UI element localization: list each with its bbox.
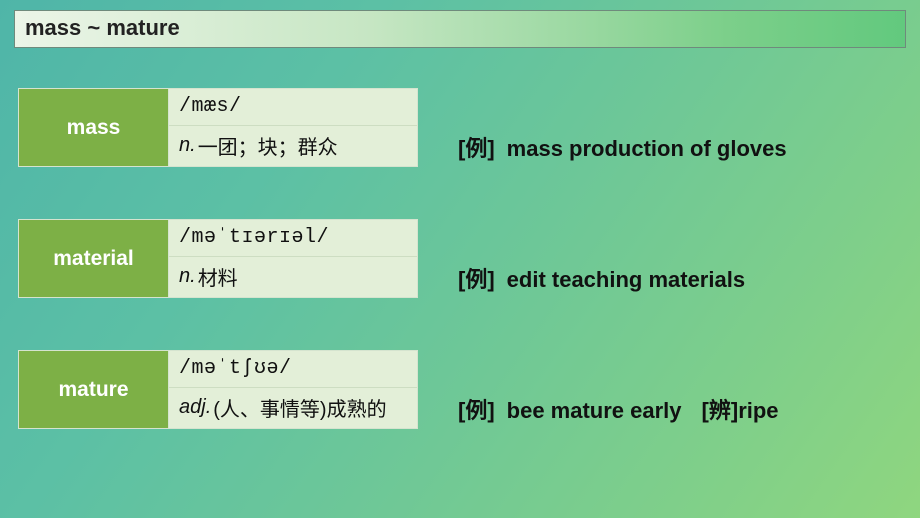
extra-tag: [辨] — [702, 398, 739, 423]
example-text: mass production of gloves — [507, 136, 787, 161]
defs: /məˈtɪərɪəl/ n.材料 — [169, 220, 417, 297]
word-cell: mass — [19, 89, 169, 166]
ipa-cell: /məˈtɪərɪəl/ — [169, 220, 417, 256]
word-cell: material — [19, 220, 169, 297]
word-table: material /məˈtɪərɪəl/ n.材料 — [18, 219, 418, 298]
example-tag: [例] — [458, 136, 495, 161]
example-block: [例] mass production of gloves — [458, 131, 787, 167]
defs: /məˈtʃʊə/ adj.(人、事情等)成熟的 — [169, 351, 417, 428]
example-text: bee mature early — [507, 398, 682, 423]
word-table: mass /mæs/ n.一团；块；群众 — [18, 88, 418, 167]
ipa-cell: /məˈtʃʊə/ — [169, 351, 417, 387]
example-text: edit teaching materials — [507, 267, 745, 292]
word-table: mature /məˈtʃʊə/ adj.(人、事情等)成熟的 — [18, 350, 418, 429]
part-of-speech: n. — [179, 134, 196, 157]
example-tag: [例] — [458, 398, 495, 423]
example-block: [例] bee mature early [辨]ripe — [458, 393, 779, 429]
defs: /mæs/ n.一团；块；群众 — [169, 89, 417, 166]
title-bar: mass ~ mature — [14, 10, 906, 48]
example-block: [例] edit teaching materials — [458, 262, 745, 298]
word-cell: mature — [19, 351, 169, 428]
meaning-cell: n.材料 — [169, 256, 417, 297]
entry-row: mass /mæs/ n.一团；块；群众 [例] mass production … — [18, 88, 920, 167]
entry-row: material /məˈtɪərɪəl/ n.材料 [例] edit teach… — [18, 219, 920, 298]
meaning-text: 一团；块；群众 — [198, 131, 338, 160]
meaning-text: (人、事情等)成熟的 — [213, 393, 386, 422]
part-of-speech: n. — [179, 265, 196, 288]
extra-text: ripe — [738, 398, 778, 423]
title-text: mass ~ mature — [25, 15, 180, 40]
part-of-speech: adj. — [179, 396, 211, 419]
entries-container: mass /mæs/ n.一团；块；群众 [例]mass production … — [0, 48, 920, 429]
meaning-cell: adj.(人、事情等)成熟的 — [169, 387, 417, 428]
ipa-cell: /mæs/ — [169, 89, 417, 125]
meaning-text: 材料 — [198, 262, 238, 291]
entry-row: mature /məˈtʃʊə/ adj.(人、事情等)成熟的 [例] bee m… — [18, 350, 920, 429]
meaning-cell: n.一团；块；群众 — [169, 125, 417, 166]
example-tag: [例] — [458, 267, 495, 292]
